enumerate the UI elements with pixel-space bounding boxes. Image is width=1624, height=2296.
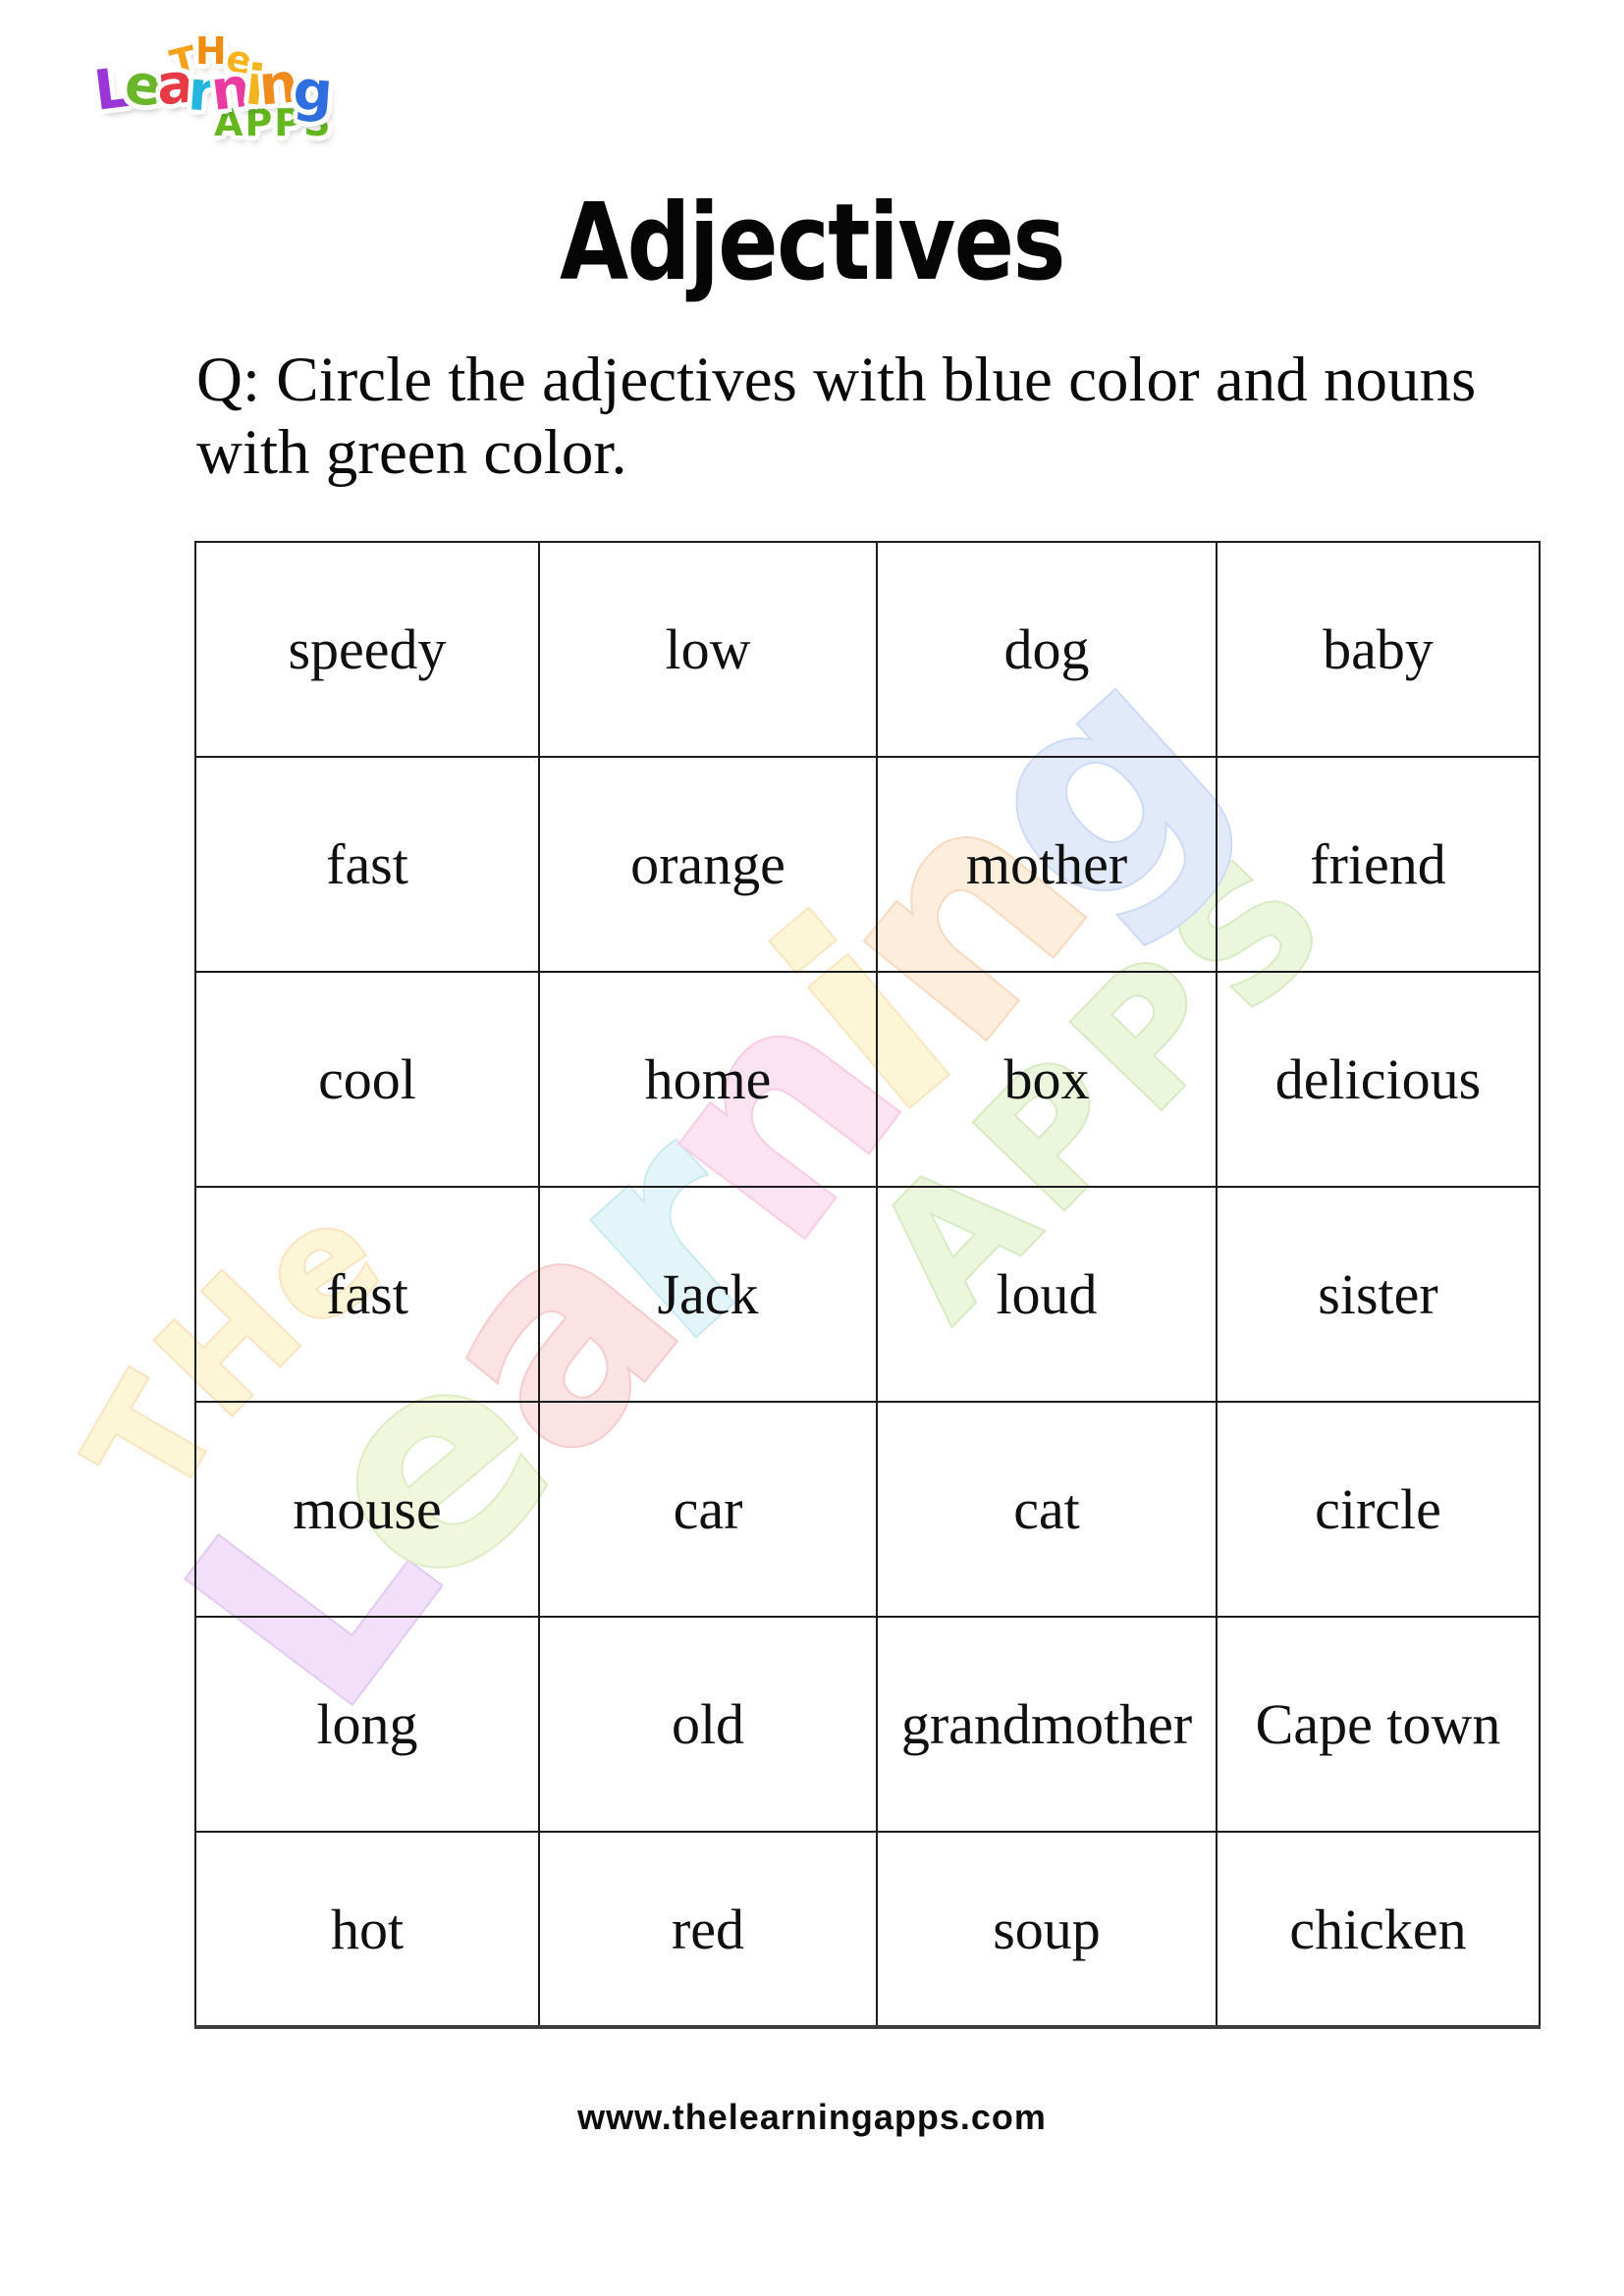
word-cell: cat: [876, 1401, 1218, 1618]
word-cell: orange: [538, 756, 878, 973]
question-line-1: Q: Circle the adjectives with blue color…: [196, 345, 1477, 415]
table-row: fast Jack loud sister: [194, 1186, 1541, 1403]
word-cell: soup: [876, 1831, 1218, 2028]
word-cell: Cape town: [1216, 1616, 1541, 1833]
word-cell: delicious: [1216, 971, 1541, 1188]
table-row: mouse car cat circle: [194, 1401, 1541, 1618]
table-row: speedy low dog baby: [194, 541, 1541, 758]
word-cell: speedy: [194, 541, 540, 758]
word-cell: home: [538, 971, 878, 1188]
logo-the-word: T H e: [165, 29, 332, 86]
table-row: fast orange mother friend: [194, 756, 1541, 973]
word-cell: circle: [1216, 1401, 1541, 1618]
word-cell: grandmother: [876, 1616, 1218, 1833]
table-row: long old grandmother Cape town: [194, 1616, 1541, 1833]
word-table: speedy low dog baby fast orange mother f…: [194, 541, 1541, 2029]
word-cell: loud: [876, 1186, 1218, 1403]
table-row: hot red soup chicken: [194, 1831, 1541, 2028]
word-cell: sister: [1216, 1186, 1541, 1403]
word-cell: long: [194, 1616, 540, 1833]
logo-apps-word: APPS: [213, 101, 333, 145]
footer-url: www.thelearningapps.com: [577, 2097, 1047, 2137]
question-line-2: with green color.: [196, 417, 627, 488]
word-cell: old: [538, 1616, 878, 1833]
word-cell: mother: [876, 756, 1218, 973]
learning-apps-logo: T H e L e a r n i n g APPS: [89, 29, 334, 145]
page-title: Adjectives: [0, 182, 1624, 304]
question-text: Q: Circle the adjectives with blue color…: [196, 344, 1476, 489]
logo-letter: H: [194, 29, 228, 73]
word-cell: dog: [876, 541, 1218, 758]
word-cell: car: [538, 1401, 878, 1618]
logo-learning-word: L e a r n i n g: [89, 50, 334, 126]
logo-letter: g: [291, 58, 335, 126]
logo-letter: APPS: [213, 101, 333, 144]
word-cell: Jack: [538, 1186, 878, 1403]
word-cell: chicken: [1216, 1831, 1541, 2028]
word-cell: fast: [194, 756, 540, 973]
word-cell: fast: [194, 1186, 540, 1403]
word-cell: mouse: [194, 1401, 540, 1618]
word-cell: low: [538, 541, 878, 758]
word-cell: hot: [194, 1831, 540, 2028]
word-cell: box: [876, 971, 1218, 1188]
word-cell: friend: [1216, 756, 1541, 973]
word-cell: cool: [194, 971, 540, 1188]
table-row: cool home box delicious: [194, 971, 1541, 1188]
page-title-text: Adjectives: [560, 182, 1066, 304]
word-cell: baby: [1216, 541, 1541, 758]
word-cell: red: [538, 1831, 878, 2028]
